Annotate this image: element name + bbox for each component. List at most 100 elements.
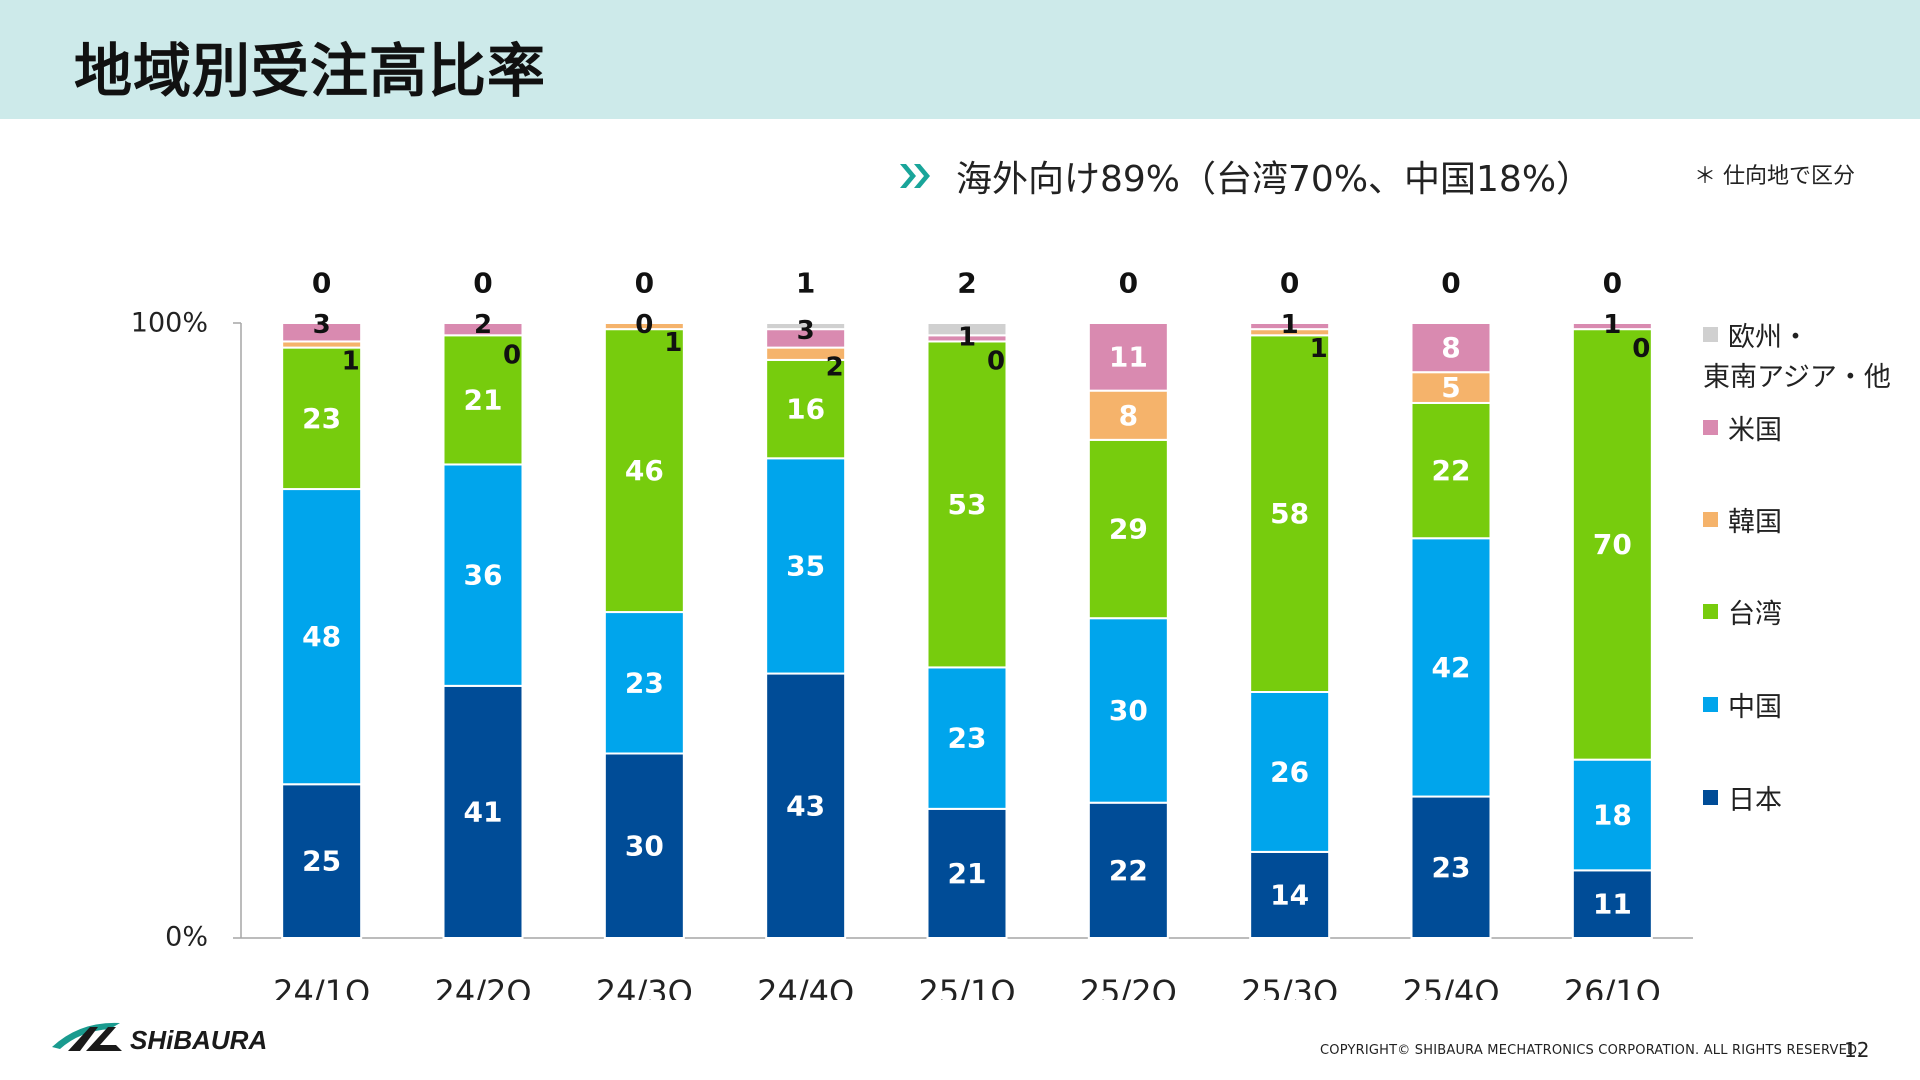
data-label: 1: [796, 267, 815, 300]
data-label: 43: [786, 789, 825, 822]
shibaura-logo: SHiBAURA: [52, 1022, 267, 1055]
page-number: 12: [1844, 1038, 1870, 1062]
bar-segment: [1571, 328, 1653, 761]
data-label: 3: [313, 310, 331, 340]
bar-segment: [603, 752, 685, 939]
bar-segment: [1087, 801, 1169, 940]
bar-segment: [1571, 322, 1653, 331]
bar-segment: [281, 783, 363, 939]
legend-item: 台湾: [1703, 595, 1782, 635]
bar-segment: [1410, 322, 1492, 374]
data-label: 16: [786, 393, 825, 426]
bar-segment: [765, 358, 847, 460]
data-label: 23: [1432, 851, 1471, 884]
y-tick-label: 100%: [131, 308, 208, 339]
legend-item: 米国: [1703, 411, 1782, 451]
data-label: 22: [1109, 854, 1148, 887]
x-tick-label: 24/3Q: [596, 973, 693, 1000]
bar-segment: [926, 666, 1008, 810]
x-tick-label: 24/4Q: [757, 973, 854, 1000]
data-label: 23: [948, 722, 987, 755]
bar-segment: [1087, 322, 1169, 392]
legend-swatch: [1703, 512, 1718, 527]
legend-label-line: 中国: [1728, 692, 1782, 723]
data-label: 0: [987, 346, 1005, 376]
x-tick-label: 25/1Q: [918, 973, 1015, 1000]
data-label: 1: [664, 328, 682, 358]
legend-label-line: 韓国: [1728, 507, 1782, 538]
legend-swatch: [1703, 604, 1718, 619]
bar-segment: [603, 611, 685, 755]
bar-segment: [1087, 617, 1169, 804]
bar-segment: [1410, 795, 1492, 939]
legend-label: 台湾: [1728, 595, 1782, 635]
data-label: 2: [474, 310, 492, 340]
copyright: COPYRIGHT© SHIBAURA MECHATRONICS CORPORA…: [1320, 1043, 1862, 1058]
data-label: 0: [1603, 267, 1622, 300]
bar-segment: [442, 322, 524, 337]
data-label: 26: [1270, 755, 1309, 788]
legend-label: 韓国: [1728, 503, 1782, 543]
data-label: 21: [948, 857, 987, 890]
bar-segment: [442, 463, 524, 687]
bar-segment: [926, 322, 1008, 337]
bar-segment: [765, 322, 847, 331]
legend-item: 中国: [1703, 688, 1782, 728]
legend-label: 米国: [1728, 411, 1782, 451]
data-label: 53: [948, 488, 987, 521]
data-label: 8: [1119, 399, 1138, 432]
data-label: 30: [1109, 694, 1148, 727]
summary-text: 海外向け89%（台湾70%、中国18%）: [956, 159, 1593, 200]
data-label: 1: [1603, 310, 1621, 340]
data-label: 58: [1270, 497, 1309, 530]
y-tick-label: 0%: [165, 922, 208, 953]
legend-swatch: [1703, 327, 1718, 342]
title-bar: 地域別受注高比率: [0, 0, 1920, 119]
bar-segment: [1571, 758, 1653, 872]
slide-title: 地域別受注高比率: [74, 37, 547, 105]
data-label: 29: [1109, 513, 1148, 546]
data-label: 0: [635, 310, 653, 340]
x-tick-label: 26/1Q: [1564, 973, 1661, 1000]
data-label: 1: [958, 322, 976, 352]
bar-segment: [442, 684, 524, 939]
data-label: 18: [1593, 799, 1632, 832]
bar-segment: [1410, 537, 1492, 798]
data-label: 41: [464, 795, 503, 828]
data-label: 30: [625, 829, 664, 862]
data-label: 2: [826, 353, 844, 383]
data-label: 25: [302, 845, 341, 878]
data-label: 0: [473, 267, 492, 300]
data-label: 0: [1632, 334, 1650, 364]
data-label: 23: [625, 666, 664, 699]
data-label: 0: [312, 267, 331, 300]
legend-label: 中国: [1728, 688, 1782, 728]
bar-segment: [1249, 691, 1331, 853]
bar-segment: [1087, 389, 1169, 441]
bar-segment: [1410, 401, 1492, 540]
data-label: 1: [1310, 334, 1328, 364]
data-label: 11: [1109, 340, 1148, 373]
legend-label: 欧州・ 東南アジア・他: [1703, 318, 1891, 398]
bar-segment: [281, 346, 363, 491]
x-tick-label: 25/3Q: [1241, 973, 1338, 1000]
data-label: 2: [957, 267, 976, 300]
bar-segment: [1249, 322, 1331, 331]
bar-segment: [1571, 869, 1653, 939]
legend-label-line: 日本: [1728, 785, 1782, 816]
data-label: 1: [342, 346, 360, 376]
bar-segment: [281, 322, 363, 343]
data-label: 0: [635, 267, 654, 300]
x-tick-label: 24/2Q: [434, 973, 531, 1000]
data-label: 46: [625, 454, 664, 487]
bar-segment: [765, 672, 847, 939]
summary: 海外向け89%（台湾70%、中国18%）: [896, 151, 1592, 201]
data-label: 5: [1441, 371, 1460, 404]
footnote: ＊ 仕向地で区分: [1694, 164, 1855, 189]
legend-label-line: 欧州・: [1728, 322, 1809, 353]
x-tick-label: 25/4Q: [1402, 973, 1499, 1000]
legend-item: 日本: [1703, 781, 1782, 821]
legend-swatch: [1703, 420, 1718, 435]
data-label: 0: [1280, 267, 1299, 300]
legend-label-line: 台湾: [1728, 599, 1782, 630]
